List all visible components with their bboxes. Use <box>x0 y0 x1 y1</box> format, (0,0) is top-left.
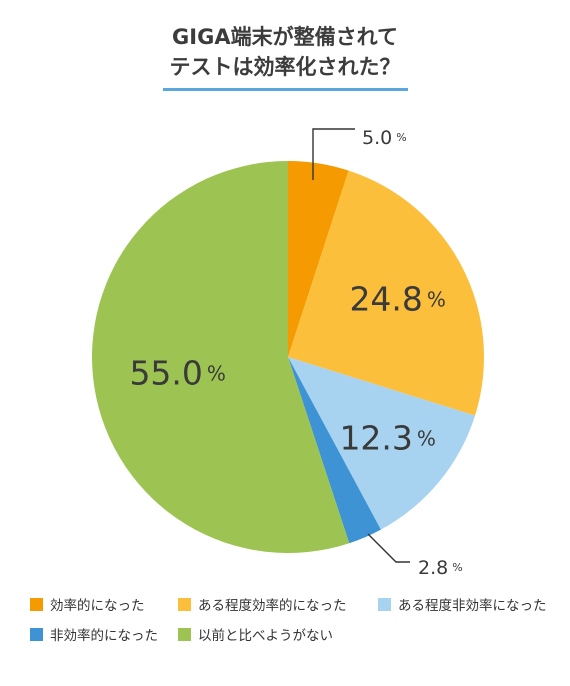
value-label-efficient: 5.0% <box>362 127 407 149</box>
legend-item-somewhat-inefficient: ある程度非効率になった <box>378 594 547 614</box>
pie-slice-incomparable <box>92 161 350 553</box>
legend-swatch <box>30 597 43 611</box>
value-label-somewhat-inefficient: 12.3% <box>339 418 436 457</box>
chart-title-line-2: テストは効率化された？ <box>169 55 401 79</box>
legend-swatch <box>30 627 43 641</box>
legend-label: 効率的になった <box>50 598 145 614</box>
legend-swatch <box>178 627 191 641</box>
value-label-incomparable: 55.0% <box>129 353 226 392</box>
pie-slice-inefficient <box>288 357 381 544</box>
legend-item-inefficient: 非効率的になった <box>30 624 158 644</box>
chart-title: GIGA端末が整備されて テストは効率化された？ <box>0 22 570 82</box>
leader-line-inefficient <box>367 533 410 563</box>
legend-item-efficient: 効率的になった <box>30 594 145 614</box>
legend-swatch <box>378 597 391 611</box>
pie-slice-efficient <box>288 161 349 357</box>
value-label-inefficient: 2.8% <box>418 557 463 579</box>
chart-title-line-1: GIGA端末が整備されて <box>172 25 398 49</box>
leader-line-efficient <box>312 128 355 180</box>
pie-slice-somewhat-efficient <box>288 170 484 416</box>
legend-swatch <box>178 597 191 611</box>
pie-slice-somewhat-inefficient <box>288 357 476 530</box>
legend-item-somewhat-efficient: ある程度効率的になった <box>178 594 347 614</box>
title-underline <box>163 88 408 91</box>
legend-label: 以前と比べようがない <box>198 628 333 644</box>
legend-label: ある程度効率的になった <box>198 598 347 614</box>
value-label-somewhat-efficient: 24.8% <box>349 279 446 318</box>
pie-chart: 5.0 % 24.8 % 12.3 % 2.8 % 55.0% <box>92 127 484 579</box>
legend-label: 非効率的になった <box>50 628 158 644</box>
legend-item-incomparable: 以前と比べようがない <box>178 624 333 644</box>
legend-label: ある程度非効率になった <box>398 598 547 614</box>
